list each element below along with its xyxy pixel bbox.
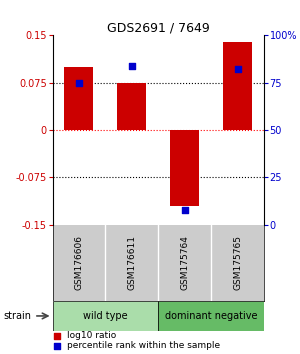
Text: GSM176606: GSM176606 [74,235,83,290]
Text: GSM176611: GSM176611 [127,235,136,290]
Text: GSM175764: GSM175764 [180,235,189,290]
Bar [52,301,158,331]
Bar [223,42,252,130]
Point [182,207,187,212]
Text: dominant negative: dominant negative [165,311,257,321]
Point [235,67,240,72]
Bar [158,301,264,331]
Text: GSM175765: GSM175765 [233,235,242,290]
Text: log10 ratio: log10 ratio [67,331,117,340]
Bar [170,130,199,206]
Text: strain: strain [3,311,31,321]
Point [76,80,81,86]
Text: wild type: wild type [83,311,128,321]
Bar [117,83,146,130]
Point [54,333,59,339]
Point [129,63,134,69]
Bar [64,67,94,130]
Title: GDS2691 / 7649: GDS2691 / 7649 [107,21,210,34]
Text: percentile rank within the sample: percentile rank within the sample [67,341,220,350]
Point [54,343,59,348]
